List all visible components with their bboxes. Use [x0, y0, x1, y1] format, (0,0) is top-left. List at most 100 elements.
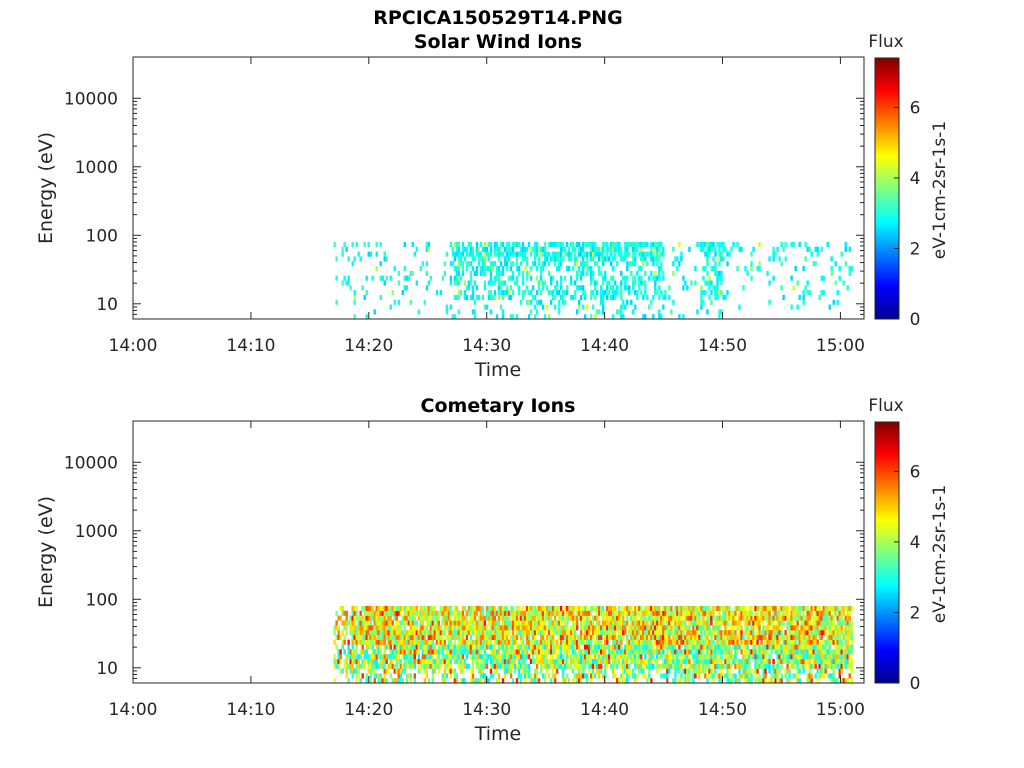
spectrogram-cell	[585, 261, 589, 267]
spectrogram-cell	[579, 270, 583, 276]
spectrogram-cell	[505, 639, 509, 645]
spectrogram-cell	[539, 610, 543, 616]
spectrogram-cell	[848, 615, 851, 621]
spectrogram-cell	[670, 605, 673, 612]
spectrogram-cell	[608, 630, 611, 636]
spectrogram-cell	[620, 673, 623, 679]
spectrogram-cell	[710, 630, 713, 636]
spectrogram-cell	[670, 625, 673, 631]
spectrogram-cell	[425, 246, 429, 252]
spectrogram-cell	[493, 275, 497, 281]
spectrogram-cell	[658, 634, 661, 640]
spectrogram-cell	[646, 241, 649, 248]
spectrogram-cell	[475, 246, 479, 252]
spectrogram-cell	[794, 605, 797, 612]
spectrogram-cell	[660, 266, 663, 272]
spectrogram-cell	[437, 644, 441, 650]
spectrogram-cell	[343, 275, 346, 281]
spectrogram-cell	[656, 644, 659, 650]
spectrogram-cell	[553, 251, 557, 257]
spectrogram-cell	[698, 673, 701, 679]
spectrogram-cell	[620, 649, 623, 655]
spectrogram-cell	[722, 630, 725, 636]
spectrogram-cell	[457, 625, 461, 631]
spectrogram-cell	[660, 615, 663, 621]
spectrogram-cell	[632, 256, 635, 262]
spectrogram-cell	[369, 658, 372, 665]
spectrogram-cell	[596, 605, 599, 612]
spectrogram-cell	[489, 668, 493, 674]
spectrogram-cell	[483, 639, 487, 645]
spectrogram-cell	[401, 620, 404, 626]
spectrogram-cell	[523, 678, 527, 684]
spectrogram-cell	[626, 634, 629, 640]
spectrogram-cell	[696, 630, 699, 636]
spectrogram-cell	[435, 634, 439, 640]
spectrogram-cell	[571, 625, 575, 631]
spectrogram-cell	[527, 270, 531, 276]
spectrogram-cell	[539, 663, 543, 669]
spectrogram-cell	[359, 678, 362, 684]
spectrogram-cell	[399, 644, 402, 650]
spectrogram-cell	[680, 630, 683, 636]
spectrogram-cell	[555, 654, 559, 660]
spectrogram-cell	[700, 658, 703, 665]
spectrogram-cell	[369, 620, 372, 626]
spectrogram-cell	[634, 605, 637, 612]
spectrogram-cell	[589, 314, 593, 320]
spectrogram-cell	[822, 625, 825, 631]
spectrogram-cell	[668, 658, 671, 665]
spectrogram-cell	[353, 625, 356, 631]
spectrogram-cell	[511, 261, 515, 267]
spectrogram-cell	[521, 241, 525, 248]
spectrogram-cell	[461, 668, 465, 674]
spectrogram-cell	[429, 658, 433, 665]
spectrogram-cell	[373, 625, 376, 631]
spectrogram-cell	[391, 620, 394, 626]
spectrogram-cell	[634, 644, 637, 650]
spectrogram-cell	[716, 663, 719, 669]
spectrogram-cell	[644, 314, 647, 320]
x-axis-label: Time	[474, 359, 522, 381]
spectrogram-cell	[353, 256, 356, 262]
spectrogram-cell	[684, 673, 687, 679]
spectrogram-cell	[549, 610, 553, 616]
spectrogram-cell	[435, 615, 439, 621]
spectrogram-cell	[716, 285, 719, 291]
spectrogram-cell	[479, 673, 483, 679]
spectrogram-cell	[818, 673, 821, 679]
spectrogram-cell	[497, 658, 501, 665]
spectrogram-cell	[571, 294, 575, 301]
spectrogram-cell	[594, 241, 597, 248]
spectrogram-cell	[668, 294, 671, 301]
spectrogram-cell	[569, 251, 573, 257]
spectrogram-cell	[523, 673, 527, 679]
spectrogram-cell	[435, 610, 439, 616]
spectrogram-cell	[840, 678, 843, 684]
spectrogram-cell	[606, 663, 609, 669]
spectrogram-cell	[481, 294, 485, 301]
spectrogram-cell	[700, 605, 703, 612]
spectrogram-cell	[604, 678, 607, 684]
spectrogram-cell	[850, 658, 853, 665]
spectrogram-cell	[824, 658, 827, 665]
spectrogram-cell	[770, 615, 773, 621]
spectrogram-cell	[501, 251, 505, 257]
spectrogram-cell	[433, 630, 437, 636]
spectrogram-cell	[612, 610, 615, 616]
spectrogram-cell	[517, 251, 521, 257]
x-tick-label: 14:40	[580, 336, 629, 356]
spectrogram-cell	[373, 630, 376, 636]
spectrogram-cell	[646, 678, 649, 684]
spectrogram-cell	[507, 251, 511, 257]
spectrogram-cell	[581, 663, 585, 669]
spectrogram-cell	[467, 241, 471, 248]
spectrogram-cell	[648, 668, 651, 674]
spectrogram-cell	[664, 630, 667, 636]
spectrogram-cell	[750, 630, 753, 636]
spectrogram-cell	[403, 658, 406, 665]
spectrogram-cell	[698, 620, 701, 626]
spectrogram-cell	[840, 644, 843, 650]
spectrogram-cell	[660, 644, 663, 650]
